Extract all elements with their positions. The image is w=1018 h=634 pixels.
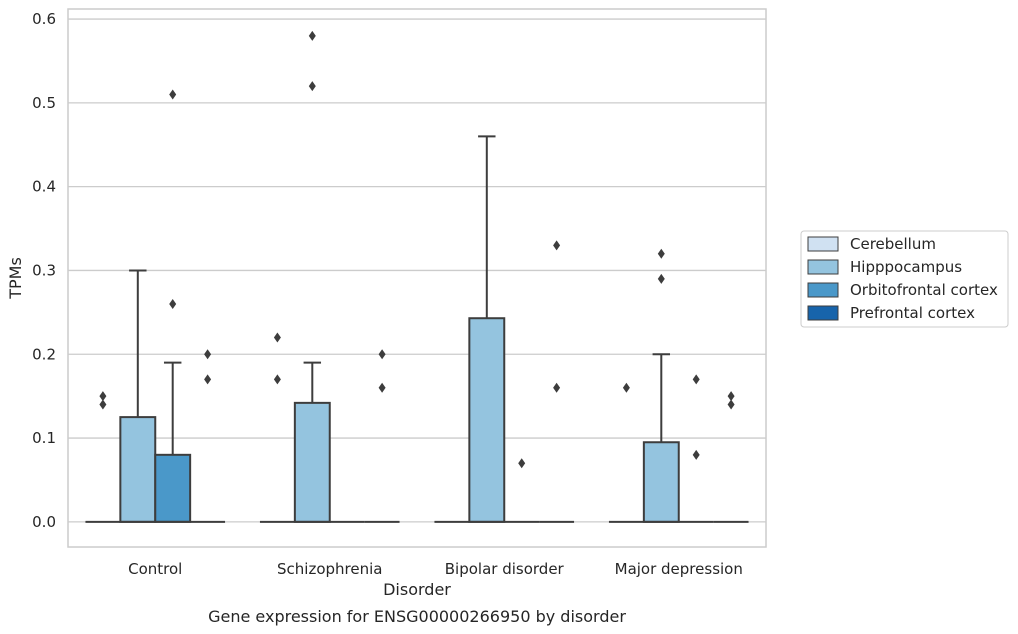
outlier-point <box>518 458 526 469</box>
box-body <box>293 401 331 523</box>
box-hipppocampus <box>468 135 506 523</box>
outlier-point <box>553 382 561 393</box>
outlier-point <box>169 298 177 309</box>
outlier-point <box>204 349 212 360</box>
outlier-point <box>99 391 107 402</box>
legend-swatch <box>807 259 839 275</box>
box-orbitofrontal-cortex <box>154 361 192 523</box>
plot-area-frame <box>67 8 767 548</box>
legend-swatch <box>807 282 839 298</box>
boxes-layer <box>85 135 749 523</box>
outlier-point <box>622 382 630 393</box>
y-tick-label: 0.0 <box>32 513 56 531</box>
y-tick-label: 0.1 <box>32 429 56 447</box>
outlier-point <box>308 81 316 92</box>
box-hipppocampus <box>293 361 331 523</box>
box-body <box>119 416 157 523</box>
y-tick-label: 0.5 <box>32 94 56 112</box>
legend: Cerebellum Hipppocampus Orbitofrontal cort… <box>800 230 1009 328</box>
outlier-point <box>273 374 281 385</box>
x-tick-label: Major depression <box>615 560 743 578</box>
legend-item: Cerebellum <box>807 235 936 253</box>
outlier-point <box>657 248 665 259</box>
outlier-point <box>169 89 177 100</box>
y-tick-label: 0.6 <box>32 10 56 28</box>
y-tick-label: 0.2 <box>32 345 56 363</box>
legend-frame <box>800 230 1009 328</box>
y-axis-ticks: 0.0 0.1 0.2 0.3 0.4 0.5 0.6 <box>32 10 56 531</box>
outlier-point <box>378 382 386 393</box>
outlier-point <box>692 449 700 460</box>
grid-lines <box>68 18 766 523</box>
outlier-point <box>378 349 386 360</box>
x-tick-label: Bipolar disorder <box>445 560 565 578</box>
box-body <box>642 441 680 523</box>
outlier-point <box>727 399 735 410</box>
legend-label: Cerebellum <box>850 235 936 253</box>
x-tick-label: Control <box>128 560 182 578</box>
legend-label: Hipppocampus <box>850 258 962 276</box>
x-tick-label: Schizophrenia <box>277 560 382 578</box>
box-hipppocampus <box>119 269 157 523</box>
outlier-point <box>657 273 665 284</box>
box-body <box>468 317 506 523</box>
y-tick-label: 0.3 <box>32 261 56 279</box>
legend-label: Orbitofrontal cortex <box>850 281 998 299</box>
legend-item: Orbitofrontal cortex <box>807 281 998 299</box>
box-hipppocampus <box>642 353 680 523</box>
y-axis-label: TPMs <box>6 257 25 300</box>
outlier-point <box>727 391 735 402</box>
chart-caption: Gene expression for ENSG00000266950 by d… <box>208 607 626 626</box>
x-axis-ticks: Control Schizophrenia Bipolar disorder Majo… <box>128 560 743 578</box>
legend-swatch <box>807 236 839 252</box>
y-tick-label: 0.4 <box>32 178 56 196</box>
legend-label: Prefrontal cortex <box>850 304 975 322</box>
x-axis-label: Disorder <box>383 580 451 599</box>
outlier-point <box>692 374 700 385</box>
outlier-point <box>308 30 316 41</box>
outlier-point <box>273 332 281 343</box>
outliers-layer <box>99 30 735 469</box>
legend-item: Prefrontal cortex <box>807 304 975 322</box>
outlier-point <box>553 240 561 251</box>
outlier-point <box>99 399 107 410</box>
legend-swatch <box>807 305 839 321</box>
outlier-point <box>204 374 212 385</box>
legend-item: Hipppocampus <box>807 258 962 276</box>
box-body <box>154 453 192 523</box>
